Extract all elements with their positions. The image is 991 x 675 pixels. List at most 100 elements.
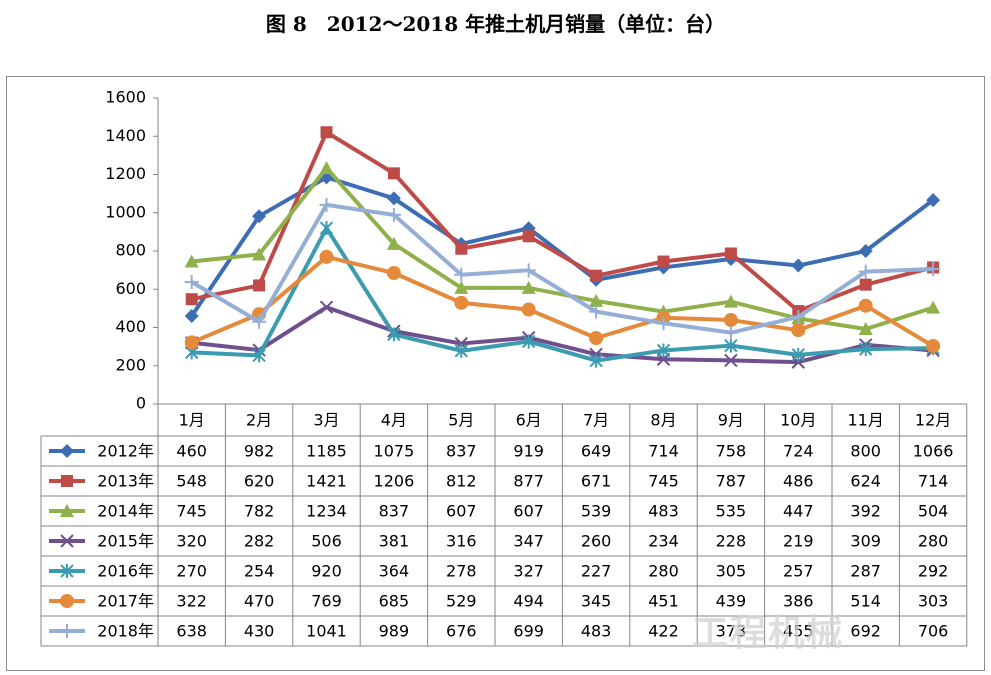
data-table-value: 1185 <box>306 442 347 461</box>
data-point-2016年-2 <box>252 348 266 363</box>
data-point-2018年-7 <box>589 304 604 319</box>
data-point-2013年-7 <box>590 269 603 282</box>
data-table-value: 1206 <box>374 472 415 491</box>
data-table-value: 447 <box>783 502 814 521</box>
data-point-2012年-4 <box>386 191 401 206</box>
data-table-value: 455 <box>783 622 814 641</box>
data-point-2014年-12 <box>926 300 941 314</box>
data-table-value: 692 <box>850 622 881 641</box>
data-point-2018年-4 <box>386 207 401 222</box>
data-point-2018年-5 <box>454 267 469 282</box>
data-point-2014年-3 <box>319 160 334 174</box>
data-table-value: 920 <box>311 562 342 581</box>
data-table-value: 745 <box>176 502 207 521</box>
data-table-value: 638 <box>176 622 207 641</box>
data-point-2017年-9 <box>723 313 738 328</box>
data-table-value: 989 <box>379 622 410 641</box>
x-category-label: 4月 <box>381 411 407 430</box>
data-table-value: 769 <box>311 592 342 611</box>
data-table-value: 345 <box>581 592 612 611</box>
data-table-value: 494 <box>513 592 544 611</box>
x-category-label: 10月 <box>780 411 816 430</box>
data-table-value: 1041 <box>306 622 347 641</box>
data-point-2012年-10 <box>791 258 806 273</box>
x-category-label: 11月 <box>848 411 884 430</box>
data-point-2014年-1 <box>184 254 199 268</box>
data-point-2012年-2 <box>252 209 267 224</box>
data-table-value: 322 <box>176 592 207 611</box>
data-table-value: 506 <box>311 532 342 551</box>
data-point-2017年-11 <box>858 298 873 313</box>
legend-marker-2014年 <box>60 504 74 517</box>
data-point-2012年-1 <box>184 309 199 324</box>
data-point-2014年-11 <box>858 322 873 336</box>
legend-label: 2013年 <box>97 472 154 491</box>
data-point-2018年-8 <box>656 316 671 331</box>
data-table-value: 649 <box>581 442 612 461</box>
y-tick-label: 400 <box>115 317 146 336</box>
data-point-2017年-5 <box>454 295 469 310</box>
data-point-2015年-9 <box>724 353 738 368</box>
data-table-value: 539 <box>581 502 612 521</box>
data-table-value: 287 <box>850 562 881 581</box>
data-point-2016年-7 <box>589 353 603 368</box>
data-point-2016年-3 <box>319 221 334 236</box>
data-table-value: 714 <box>648 442 679 461</box>
data-table-value: 982 <box>244 442 275 461</box>
data-table-value: 451 <box>648 592 679 611</box>
data-point-2013年-9 <box>724 247 737 260</box>
legend-marker-2012年 <box>60 444 74 458</box>
data-point-2018年-9 <box>723 325 738 340</box>
legend-label: 2015年 <box>97 532 154 551</box>
y-tick-label: 800 <box>115 241 146 260</box>
x-category-label: 8月 <box>650 411 676 430</box>
data-table-value: 270 <box>176 562 207 581</box>
series-line-2013年 <box>191 130 934 314</box>
data-table-value: 676 <box>446 622 477 641</box>
data-point-2012年-11 <box>858 244 873 258</box>
data-point-2017年-10 <box>791 323 806 338</box>
data-point-2014年-9 <box>723 294 738 308</box>
data-table-value: 303 <box>918 592 949 611</box>
data-point-2012年-3 <box>319 170 334 185</box>
data-point-2013年-2 <box>253 279 266 292</box>
data-table-value: 837 <box>446 442 477 461</box>
data-table-value: 685 <box>379 592 410 611</box>
data-table-value: 381 <box>379 532 410 551</box>
data-table-value: 234 <box>648 532 679 551</box>
data-table-value: 624 <box>850 472 881 491</box>
data-point-2013年-8 <box>657 255 670 268</box>
data-table-value: 486 <box>783 472 814 491</box>
data-table-value: 392 <box>850 502 881 521</box>
data-point-2017年-3 <box>319 249 334 264</box>
data-table-value: 430 <box>244 622 275 641</box>
data-point-2013年-5 <box>455 242 468 255</box>
data-table-value: 607 <box>446 502 477 521</box>
data-point-2014年-7 <box>589 293 604 307</box>
data-table-value: 758 <box>716 442 747 461</box>
series-line-2017年 <box>190 254 935 348</box>
data-table-value: 364 <box>379 562 410 581</box>
data-point-2017年-4 <box>386 265 401 280</box>
y-tick-label: 600 <box>115 279 146 298</box>
data-table-value: 800 <box>850 442 881 461</box>
data-table-value: 280 <box>648 562 679 581</box>
data-table-value: 316 <box>446 532 477 551</box>
data-table-value: 439 <box>716 592 747 611</box>
x-category-label: 5月 <box>448 411 474 430</box>
y-tick-label: 0 <box>136 394 146 413</box>
data-point-2017年-12 <box>926 339 941 354</box>
series-line-2015年 <box>191 305 934 365</box>
data-table-value: 260 <box>581 532 612 551</box>
data-table-value: 1066 <box>913 442 954 461</box>
data-table-value: 327 <box>513 562 544 581</box>
data-table-value: 514 <box>850 592 881 611</box>
y-tick-label: 1400 <box>105 126 146 145</box>
y-tick-label: 200 <box>115 355 146 374</box>
series-line-2018年 <box>190 202 934 335</box>
data-table-value: 714 <box>918 472 949 491</box>
data-table-value: 919 <box>513 442 544 461</box>
data-table-value: 812 <box>446 472 477 491</box>
data-table-value: 745 <box>648 472 679 491</box>
data-table-value: 1075 <box>374 442 415 461</box>
